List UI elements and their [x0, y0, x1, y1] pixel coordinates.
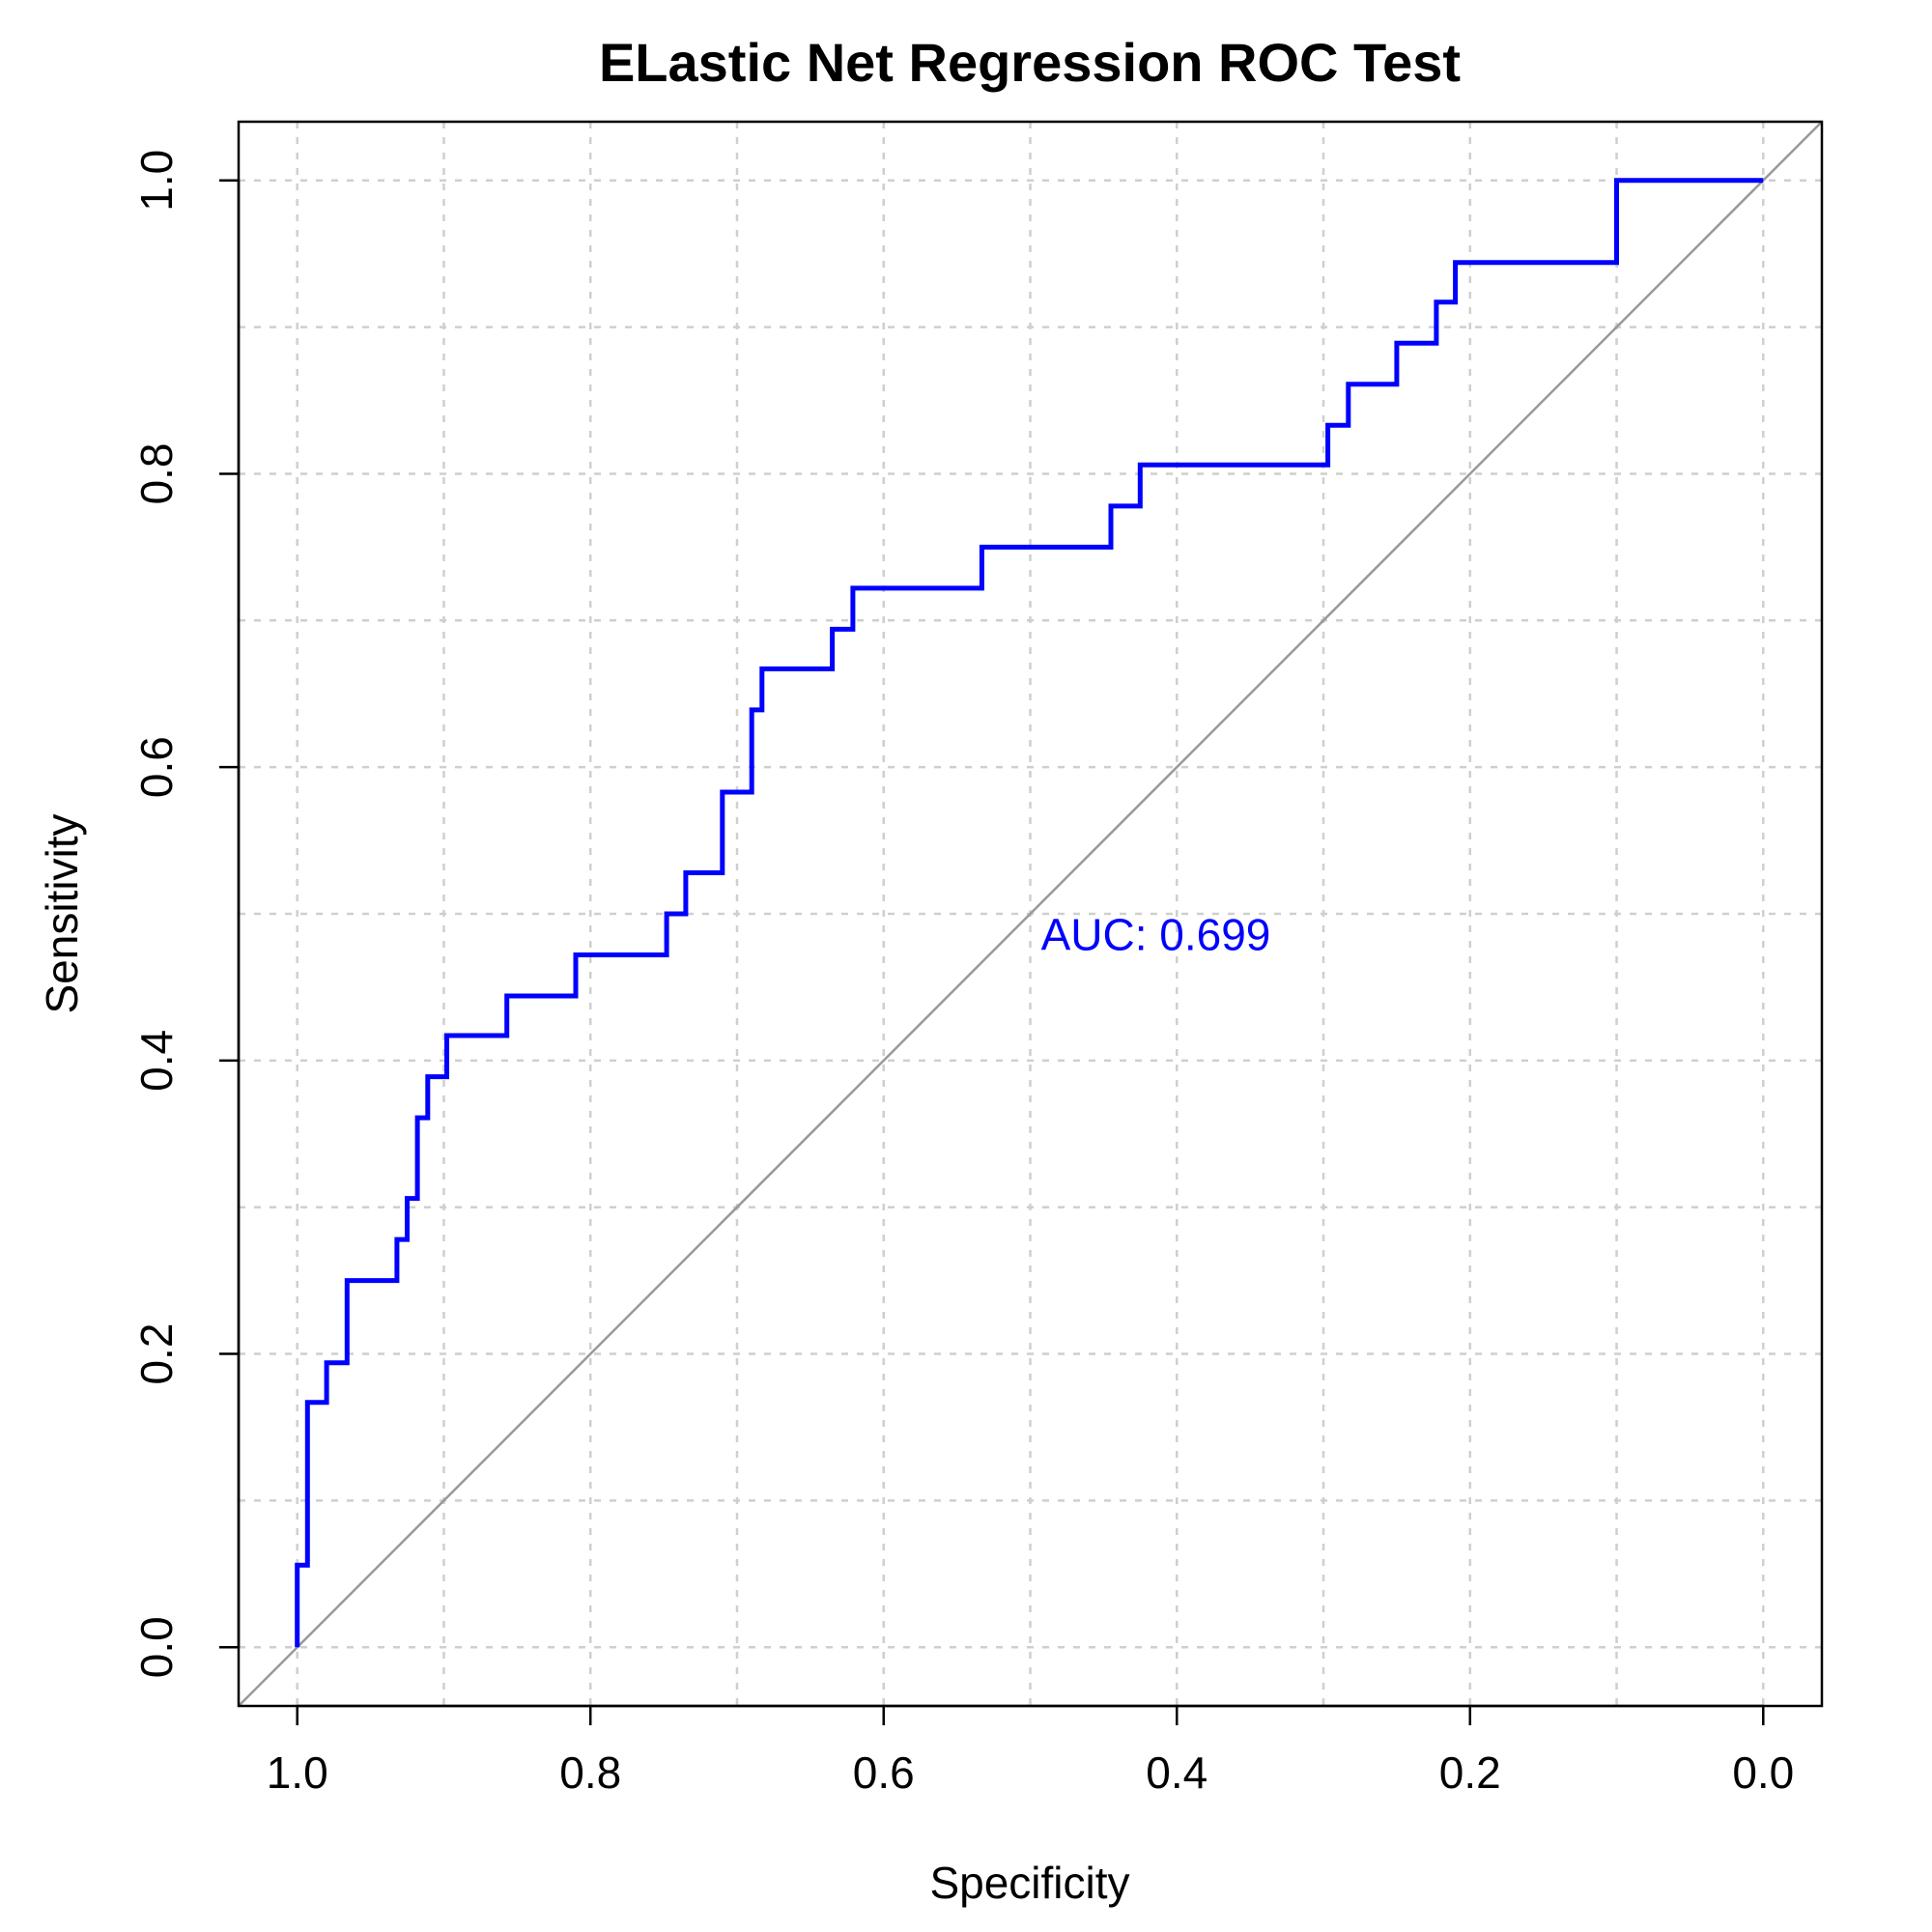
- x-tick-label: 0.8: [559, 1747, 621, 1798]
- y-axis: 0.0 0.2 0.4 0.6 0.8 1.0: [131, 150, 241, 1678]
- reference-diagonal-line: [238, 121, 1823, 1707]
- chart-title: ELastic Net Regression ROC Test: [599, 32, 1461, 93]
- x-axis-label: Specificity: [929, 1858, 1129, 1908]
- x-tick-label: 0.4: [1146, 1747, 1208, 1798]
- reference-line: [238, 121, 1823, 1707]
- y-tick-label: 1.0: [131, 150, 182, 212]
- x-tick-label: 1.0: [267, 1747, 328, 1798]
- y-tick-label: 0.0: [131, 1616, 182, 1678]
- x-tick-label: 0.6: [853, 1747, 915, 1798]
- grid: [239, 122, 1822, 1706]
- x-tick-label: 0.2: [1439, 1747, 1501, 1798]
- y-tick-label: 0.2: [131, 1323, 182, 1385]
- y-tick-label: 0.6: [131, 736, 182, 798]
- x-tick-label: 0.0: [1732, 1747, 1794, 1798]
- y-tick-label: 0.8: [131, 442, 182, 504]
- roc-series: [295, 178, 1764, 1648]
- x-axis: 1.0 0.8 0.6 0.4 0.2 0.0: [267, 1704, 1794, 1798]
- roc-curve-line: [295, 178, 1764, 1648]
- auc-annotation: AUC: 0.699: [1041, 909, 1271, 959]
- y-tick-label: 0.4: [131, 1030, 182, 1092]
- y-axis-label: Sensitivity: [37, 813, 87, 1013]
